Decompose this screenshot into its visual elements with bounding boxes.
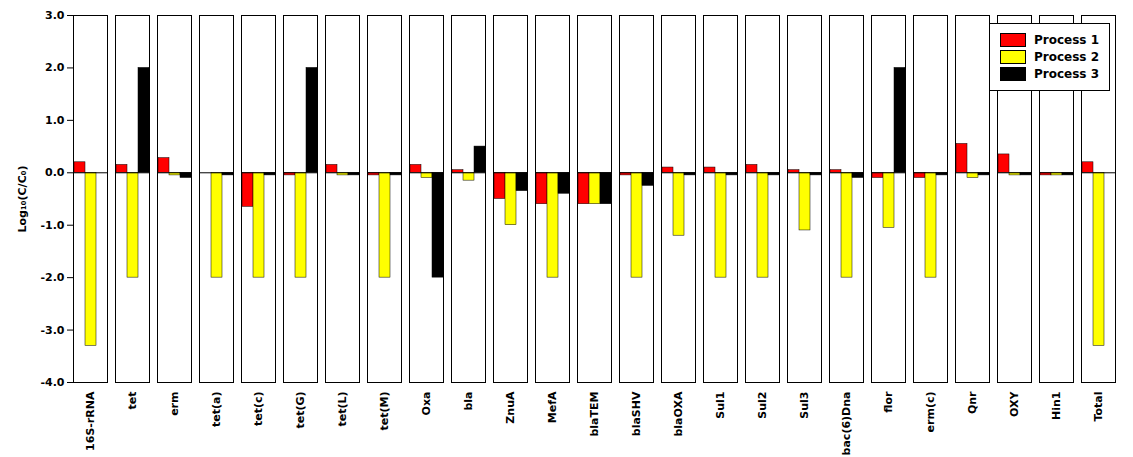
svg-text:-1.0: -1.0 <box>40 219 64 232</box>
svg-text:-4.0: -4.0 <box>40 376 64 389</box>
svg-text:blaSHV: blaSHV <box>630 391 643 436</box>
svg-text:Sul3: Sul3 <box>798 392 811 419</box>
svg-text:blaTEM: blaTEM <box>588 392 601 437</box>
svg-text:3.0: 3.0 <box>45 9 65 22</box>
html-text:Process 1: Process 1 <box>1034 33 1099 47</box>
svg-text:1.0: 1.0 <box>45 114 65 127</box>
svg-text:ZnuA: ZnuA <box>504 391 517 424</box>
svg-text:bla: bla <box>462 392 475 411</box>
svg-text:bac(6)Dna: bac(6)Dna <box>840 392 853 456</box>
svg-text:Oxa: Oxa <box>420 392 433 416</box>
svg-text:tet(a): tet(a) <box>210 392 223 427</box>
svg-text:-2.0: -2.0 <box>40 271 64 284</box>
svg-text:OXY: OXY <box>1008 390 1021 416</box>
svg-text:tet(c): tet(c) <box>252 392 265 427</box>
svg-text:-3.0: -3.0 <box>40 324 64 337</box>
svg-text:tet(G): tet(G) <box>294 392 307 429</box>
svg-text:16S-rRNA: 16S-rRNA <box>84 391 97 451</box>
svg-text:2.0: 2.0 <box>45 61 65 74</box>
svg-text:flor: flor <box>882 391 895 413</box>
svg-text:erm: erm <box>168 392 181 416</box>
svg-text:Qnr: Qnr <box>966 391 979 414</box>
html-text:Process 3: Process 3 <box>1034 67 1099 81</box>
svg-text:Hin1: Hin1 <box>1050 392 1063 420</box>
svg-text:Total: Total <box>1092 392 1105 422</box>
html-text:Process 2: Process 2 <box>1034 50 1099 64</box>
svg-text:tet(M): tet(M) <box>378 392 391 431</box>
svg-text:tet: tet <box>126 392 139 410</box>
svg-text:Sul2: Sul2 <box>756 392 769 419</box>
svg-text:Log₁₀(C/C₀): Log₁₀(C/C₀) <box>16 165 29 232</box>
svg-text:Sul1: Sul1 <box>714 392 727 419</box>
svg-text:0.0: 0.0 <box>45 166 65 179</box>
svg-text:tet(L): tet(L) <box>336 392 349 427</box>
svg-text:MefA: MefA <box>546 391 559 423</box>
svg-text:blaOXA: blaOXA <box>672 391 685 437</box>
svg-text:erm(c): erm(c) <box>924 392 937 433</box>
